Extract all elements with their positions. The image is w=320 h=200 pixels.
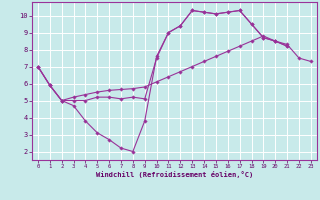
X-axis label: Windchill (Refroidissement éolien,°C): Windchill (Refroidissement éolien,°C) (96, 171, 253, 178)
